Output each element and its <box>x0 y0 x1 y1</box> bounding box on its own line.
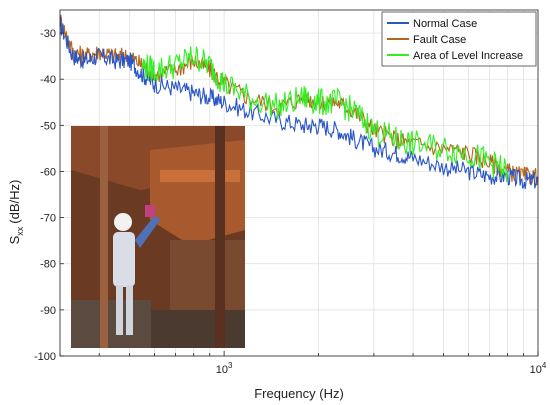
legend: Normal Case Fault Case Area of Level Incre… <box>381 11 537 67</box>
x-tick-label: 103 <box>216 361 233 376</box>
axes-frame <box>59 9 539 357</box>
y-axis-label-unit: (dB/Hz) <box>7 180 22 224</box>
y-axis-label: Sxx (dB/Hz) <box>7 180 25 245</box>
series-line-3 <box>142 46 509 183</box>
y-tick-label: -30 <box>40 28 56 40</box>
y-tick-label: -90 <box>40 305 56 317</box>
y-tick-label: -40 <box>40 74 56 86</box>
y-axis-label-sub: xx <box>15 226 25 236</box>
y-tick-label: -50 <box>40 120 56 132</box>
x-tick-label: 104 <box>530 361 547 376</box>
y-tick-label: -70 <box>40 213 56 225</box>
axis-ticks: -100 -90 -80 -70 -60 -50 -40 -30 103 104 <box>34 28 547 376</box>
legend-entry: Area of Level Increase <box>413 50 523 62</box>
series-line-2 <box>59 14 539 186</box>
series-lines <box>59 14 539 190</box>
x-axis-label: Frequency (Hz) <box>254 386 344 401</box>
y-tick-label: -60 <box>40 166 56 178</box>
worker-at-machinery-photo-icon <box>71 126 245 348</box>
y-tick-label: -100 <box>34 351 56 363</box>
y-axis-label-main: S <box>7 235 22 244</box>
series-line-1 <box>59 16 539 190</box>
legend-entry: Normal Case <box>413 18 477 30</box>
y-tick-label: -80 <box>40 259 56 271</box>
legend-entry: Fault Case <box>413 34 466 46</box>
